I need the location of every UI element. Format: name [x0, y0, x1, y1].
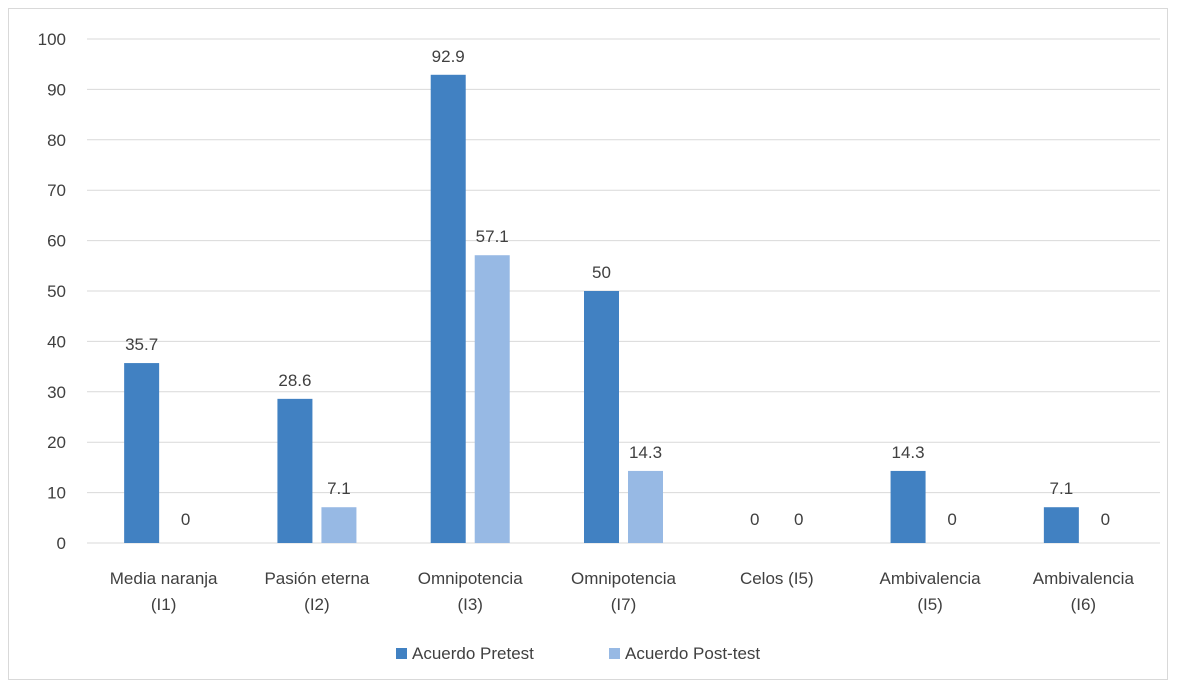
- y-tick-label: 40: [47, 332, 66, 351]
- x-axis-categories: Media naranja (I1) Pasión eterna (I2) Omnipo…: [110, 569, 1135, 614]
- y-tick-label: 20: [47, 433, 66, 452]
- legend: Acuerdo Pretest Acuerdo Post-test: [396, 644, 760, 663]
- bar-pretest: [584, 291, 619, 543]
- data-label: 0: [181, 510, 190, 529]
- gridlines: [87, 38, 1160, 544]
- y-tick-label: 0: [57, 534, 66, 553]
- bar-posttest: [474, 255, 510, 543]
- x-category-label: (I2): [304, 595, 330, 614]
- bar-pretest: [890, 470, 926, 543]
- y-tick-label: 30: [47, 383, 66, 402]
- bars: [124, 74, 1079, 543]
- y-tick-label: 10: [47, 484, 66, 503]
- x-category-label: Ambivalencia: [1033, 569, 1135, 588]
- x-category-label: Celos (I5): [740, 569, 814, 588]
- x-category-label: (I6): [1071, 595, 1097, 614]
- data-label: 14.3: [629, 443, 662, 462]
- bar-pretest: [430, 74, 466, 543]
- x-category-label: Ambivalencia: [880, 569, 982, 588]
- legend-label: Acuerdo Pretest: [412, 644, 534, 663]
- x-category-label: (I1): [151, 595, 177, 614]
- x-category-label: (I5): [917, 595, 943, 614]
- data-labels: 35.7 0 28.6 7.1 92.9 57.1 50 14.3 0 0 14.3 0 7.1 0: [125, 47, 1110, 529]
- x-category-label: (I7): [611, 595, 637, 614]
- x-category-label: Omnipotencia: [571, 569, 676, 588]
- x-category-label: Omnipotencia: [418, 569, 523, 588]
- y-tick-label: 50: [47, 282, 66, 301]
- x-category-label: Pasión eterna: [264, 569, 369, 588]
- bar-pretest: [1043, 507, 1079, 543]
- legend-label: Acuerdo Post-test: [625, 644, 760, 663]
- y-tick-label: 80: [47, 131, 66, 150]
- data-label: 7.1: [1050, 479, 1074, 498]
- y-axis-ticks: 0 10 20 30 40 50 60 70 80 90 100: [38, 30, 66, 553]
- data-label: 0: [750, 510, 759, 529]
- data-label: 7.1: [327, 479, 351, 498]
- bar-pretest: [124, 363, 160, 543]
- data-label: 28.6: [278, 371, 311, 390]
- legend-swatch: [396, 648, 407, 659]
- x-category-label: Media naranja: [110, 569, 218, 588]
- data-label: 0: [947, 510, 956, 529]
- data-label: 57.1: [476, 227, 509, 246]
- y-tick-label: 90: [47, 80, 66, 99]
- data-label: 14.3: [892, 443, 925, 462]
- bar-pretest: [277, 398, 313, 543]
- data-label: 0: [1101, 510, 1110, 529]
- data-label: 50: [592, 263, 611, 282]
- y-tick-label: 70: [47, 181, 66, 200]
- data-label: 35.7: [125, 335, 158, 354]
- x-category-label: (I3): [457, 595, 483, 614]
- data-label: 0: [794, 510, 803, 529]
- data-label: 92.9: [432, 47, 465, 66]
- legend-swatch: [609, 648, 620, 659]
- y-tick-label: 60: [47, 232, 66, 251]
- bar-posttest: [321, 507, 357, 543]
- bar-posttest: [628, 470, 663, 543]
- y-tick-label: 100: [38, 30, 66, 49]
